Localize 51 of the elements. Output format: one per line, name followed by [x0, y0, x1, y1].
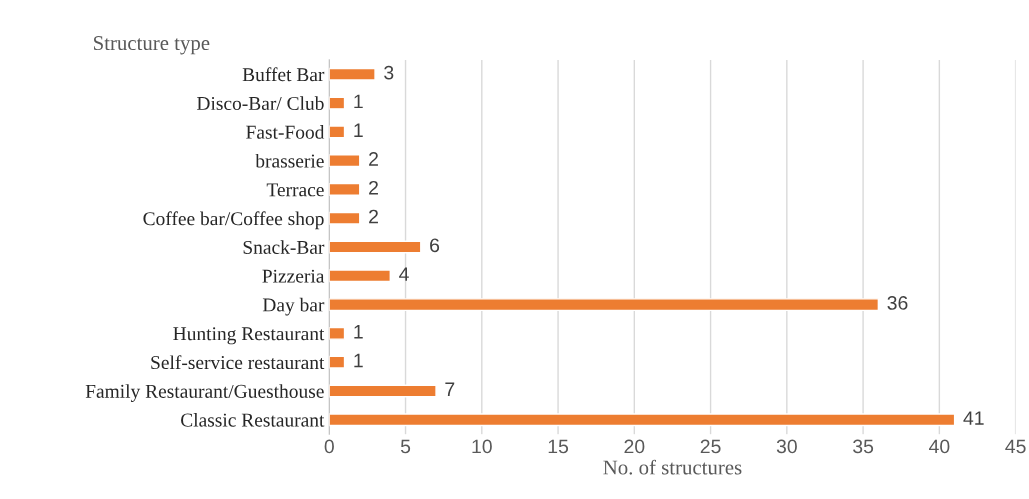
- bar: [329, 269, 391, 283]
- x-tick-label: 25: [700, 439, 721, 454]
- y-tick-label: Fast-Food: [246, 125, 325, 139]
- bar: [329, 326, 346, 340]
- y-tick-label: Family Restaurant/Guesthouse: [85, 384, 324, 402]
- bar: [329, 125, 346, 139]
- y-tick-label: Disco-Bar/ Club: [196, 96, 324, 110]
- bar: [329, 413, 956, 427]
- data-label: 3: [384, 65, 394, 80]
- y-tick-label: Snack-Bar: [243, 240, 325, 254]
- data-label: 2: [369, 209, 378, 224]
- data-label: 1: [354, 353, 363, 368]
- data-label: 1: [354, 325, 363, 339]
- y-tick-label: Day bar: [262, 297, 325, 316]
- bar: [329, 211, 361, 225]
- y-tick-label: Buffet Bar: [242, 67, 325, 82]
- data-label: 4: [399, 267, 409, 281]
- x-tick-label: 45: [1005, 439, 1026, 454]
- data-label: 36: [887, 296, 908, 310]
- data-label: 6: [430, 238, 440, 253]
- bar: [329, 96, 346, 110]
- x-tick-label: 5: [400, 439, 411, 454]
- bar: [329, 67, 376, 81]
- data-label: 7: [445, 382, 455, 396]
- x-tick-label: 30: [776, 439, 797, 454]
- y-tick-label: Self-service restaurant: [151, 355, 325, 370]
- x-tick-label: 15: [548, 439, 569, 454]
- bar: [329, 154, 361, 168]
- x-tick-label: 35: [853, 439, 874, 454]
- x-tick-label: 40: [929, 439, 950, 454]
- y-tick-label: Coffee bar/Coffee shop: [143, 211, 324, 230]
- y-tick-label: Classic Restaurant: [181, 412, 325, 427]
- x-tick-label: 0: [324, 439, 334, 454]
- data-label: 1: [354, 123, 363, 137]
- data-label: 2: [369, 180, 378, 195]
- bar: [329, 298, 880, 312]
- y-tick-label: Pizzeria: [262, 269, 325, 283]
- data-label: 2: [369, 152, 378, 166]
- bar: [329, 182, 361, 196]
- x-tick-label: 20: [624, 439, 645, 454]
- y-tick-label: Terrace: [266, 183, 324, 197]
- bar: [329, 355, 346, 369]
- bar: [329, 384, 437, 398]
- bar: [329, 240, 422, 254]
- y-tick-label: Hunting Restaurant: [173, 327, 325, 345]
- data-label: 1: [354, 94, 363, 109]
- x-axis-title: No. of structures: [603, 459, 742, 475]
- data-label: 41: [963, 411, 984, 425]
- text: Structure type: [94, 36, 210, 55]
- y-tick-label: brasserie: [255, 153, 324, 168]
- x-tick-label: 10: [472, 439, 492, 454]
